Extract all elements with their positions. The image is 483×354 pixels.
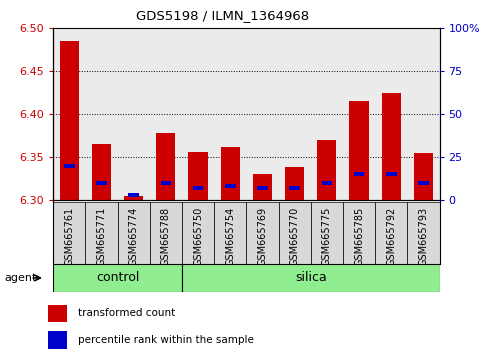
Bar xyxy=(64,164,74,167)
Bar xyxy=(407,28,440,200)
Text: GSM665775: GSM665775 xyxy=(322,207,332,266)
Text: GSM665793: GSM665793 xyxy=(418,207,428,266)
Bar xyxy=(150,202,182,264)
Bar xyxy=(188,152,208,200)
Bar xyxy=(225,184,236,188)
Bar xyxy=(253,174,272,200)
Bar xyxy=(182,202,214,264)
Bar xyxy=(279,202,311,264)
Text: silica: silica xyxy=(295,272,327,284)
Bar xyxy=(375,28,407,200)
Text: GSM665792: GSM665792 xyxy=(386,207,396,266)
Bar xyxy=(117,28,150,200)
Text: GSM665761: GSM665761 xyxy=(64,207,74,266)
Bar xyxy=(182,28,214,200)
Text: GSM665788: GSM665788 xyxy=(161,207,171,266)
Bar xyxy=(246,28,279,200)
Text: percentile rank within the sample: percentile rank within the sample xyxy=(78,335,254,345)
Text: control: control xyxy=(96,272,139,284)
Text: GSM665770: GSM665770 xyxy=(290,207,299,266)
Bar xyxy=(285,167,304,200)
Text: GDS5198 / ILMN_1364968: GDS5198 / ILMN_1364968 xyxy=(136,9,309,22)
Bar xyxy=(117,202,150,264)
Bar xyxy=(382,93,401,200)
Bar xyxy=(221,147,240,200)
Bar xyxy=(182,264,440,292)
Bar xyxy=(279,28,311,200)
Bar xyxy=(156,133,175,200)
Bar xyxy=(349,101,369,200)
Bar xyxy=(48,331,67,348)
Bar xyxy=(386,172,397,176)
Text: transformed count: transformed count xyxy=(78,308,175,318)
Bar xyxy=(418,181,429,185)
Bar xyxy=(407,202,440,264)
Text: GSM665769: GSM665769 xyxy=(257,207,268,266)
Bar xyxy=(96,181,107,185)
Bar xyxy=(311,28,343,200)
Text: GSM665754: GSM665754 xyxy=(225,207,235,266)
Text: GSM665774: GSM665774 xyxy=(128,207,139,266)
Bar xyxy=(322,181,332,185)
Bar xyxy=(343,28,375,200)
Bar xyxy=(124,196,143,200)
Bar xyxy=(53,28,85,200)
Bar xyxy=(53,264,182,292)
Bar xyxy=(59,41,79,200)
Text: GSM665771: GSM665771 xyxy=(97,207,106,266)
Bar xyxy=(246,202,279,264)
Bar xyxy=(375,202,407,264)
Bar xyxy=(311,202,343,264)
Bar xyxy=(160,181,171,185)
Bar xyxy=(317,140,337,200)
Bar xyxy=(214,202,246,264)
Bar xyxy=(92,144,111,200)
Bar xyxy=(257,186,268,190)
Bar xyxy=(150,28,182,200)
Bar xyxy=(85,28,117,200)
Text: GSM665785: GSM665785 xyxy=(354,207,364,266)
Text: agent: agent xyxy=(5,273,37,283)
Bar xyxy=(48,304,67,322)
Bar xyxy=(53,202,85,264)
Text: GSM665750: GSM665750 xyxy=(193,207,203,266)
Bar xyxy=(128,193,139,197)
Bar xyxy=(343,202,375,264)
Bar xyxy=(85,202,117,264)
Bar xyxy=(193,186,203,190)
Bar xyxy=(214,28,246,200)
Bar xyxy=(414,153,433,200)
Bar xyxy=(289,186,300,190)
Bar xyxy=(354,172,364,176)
